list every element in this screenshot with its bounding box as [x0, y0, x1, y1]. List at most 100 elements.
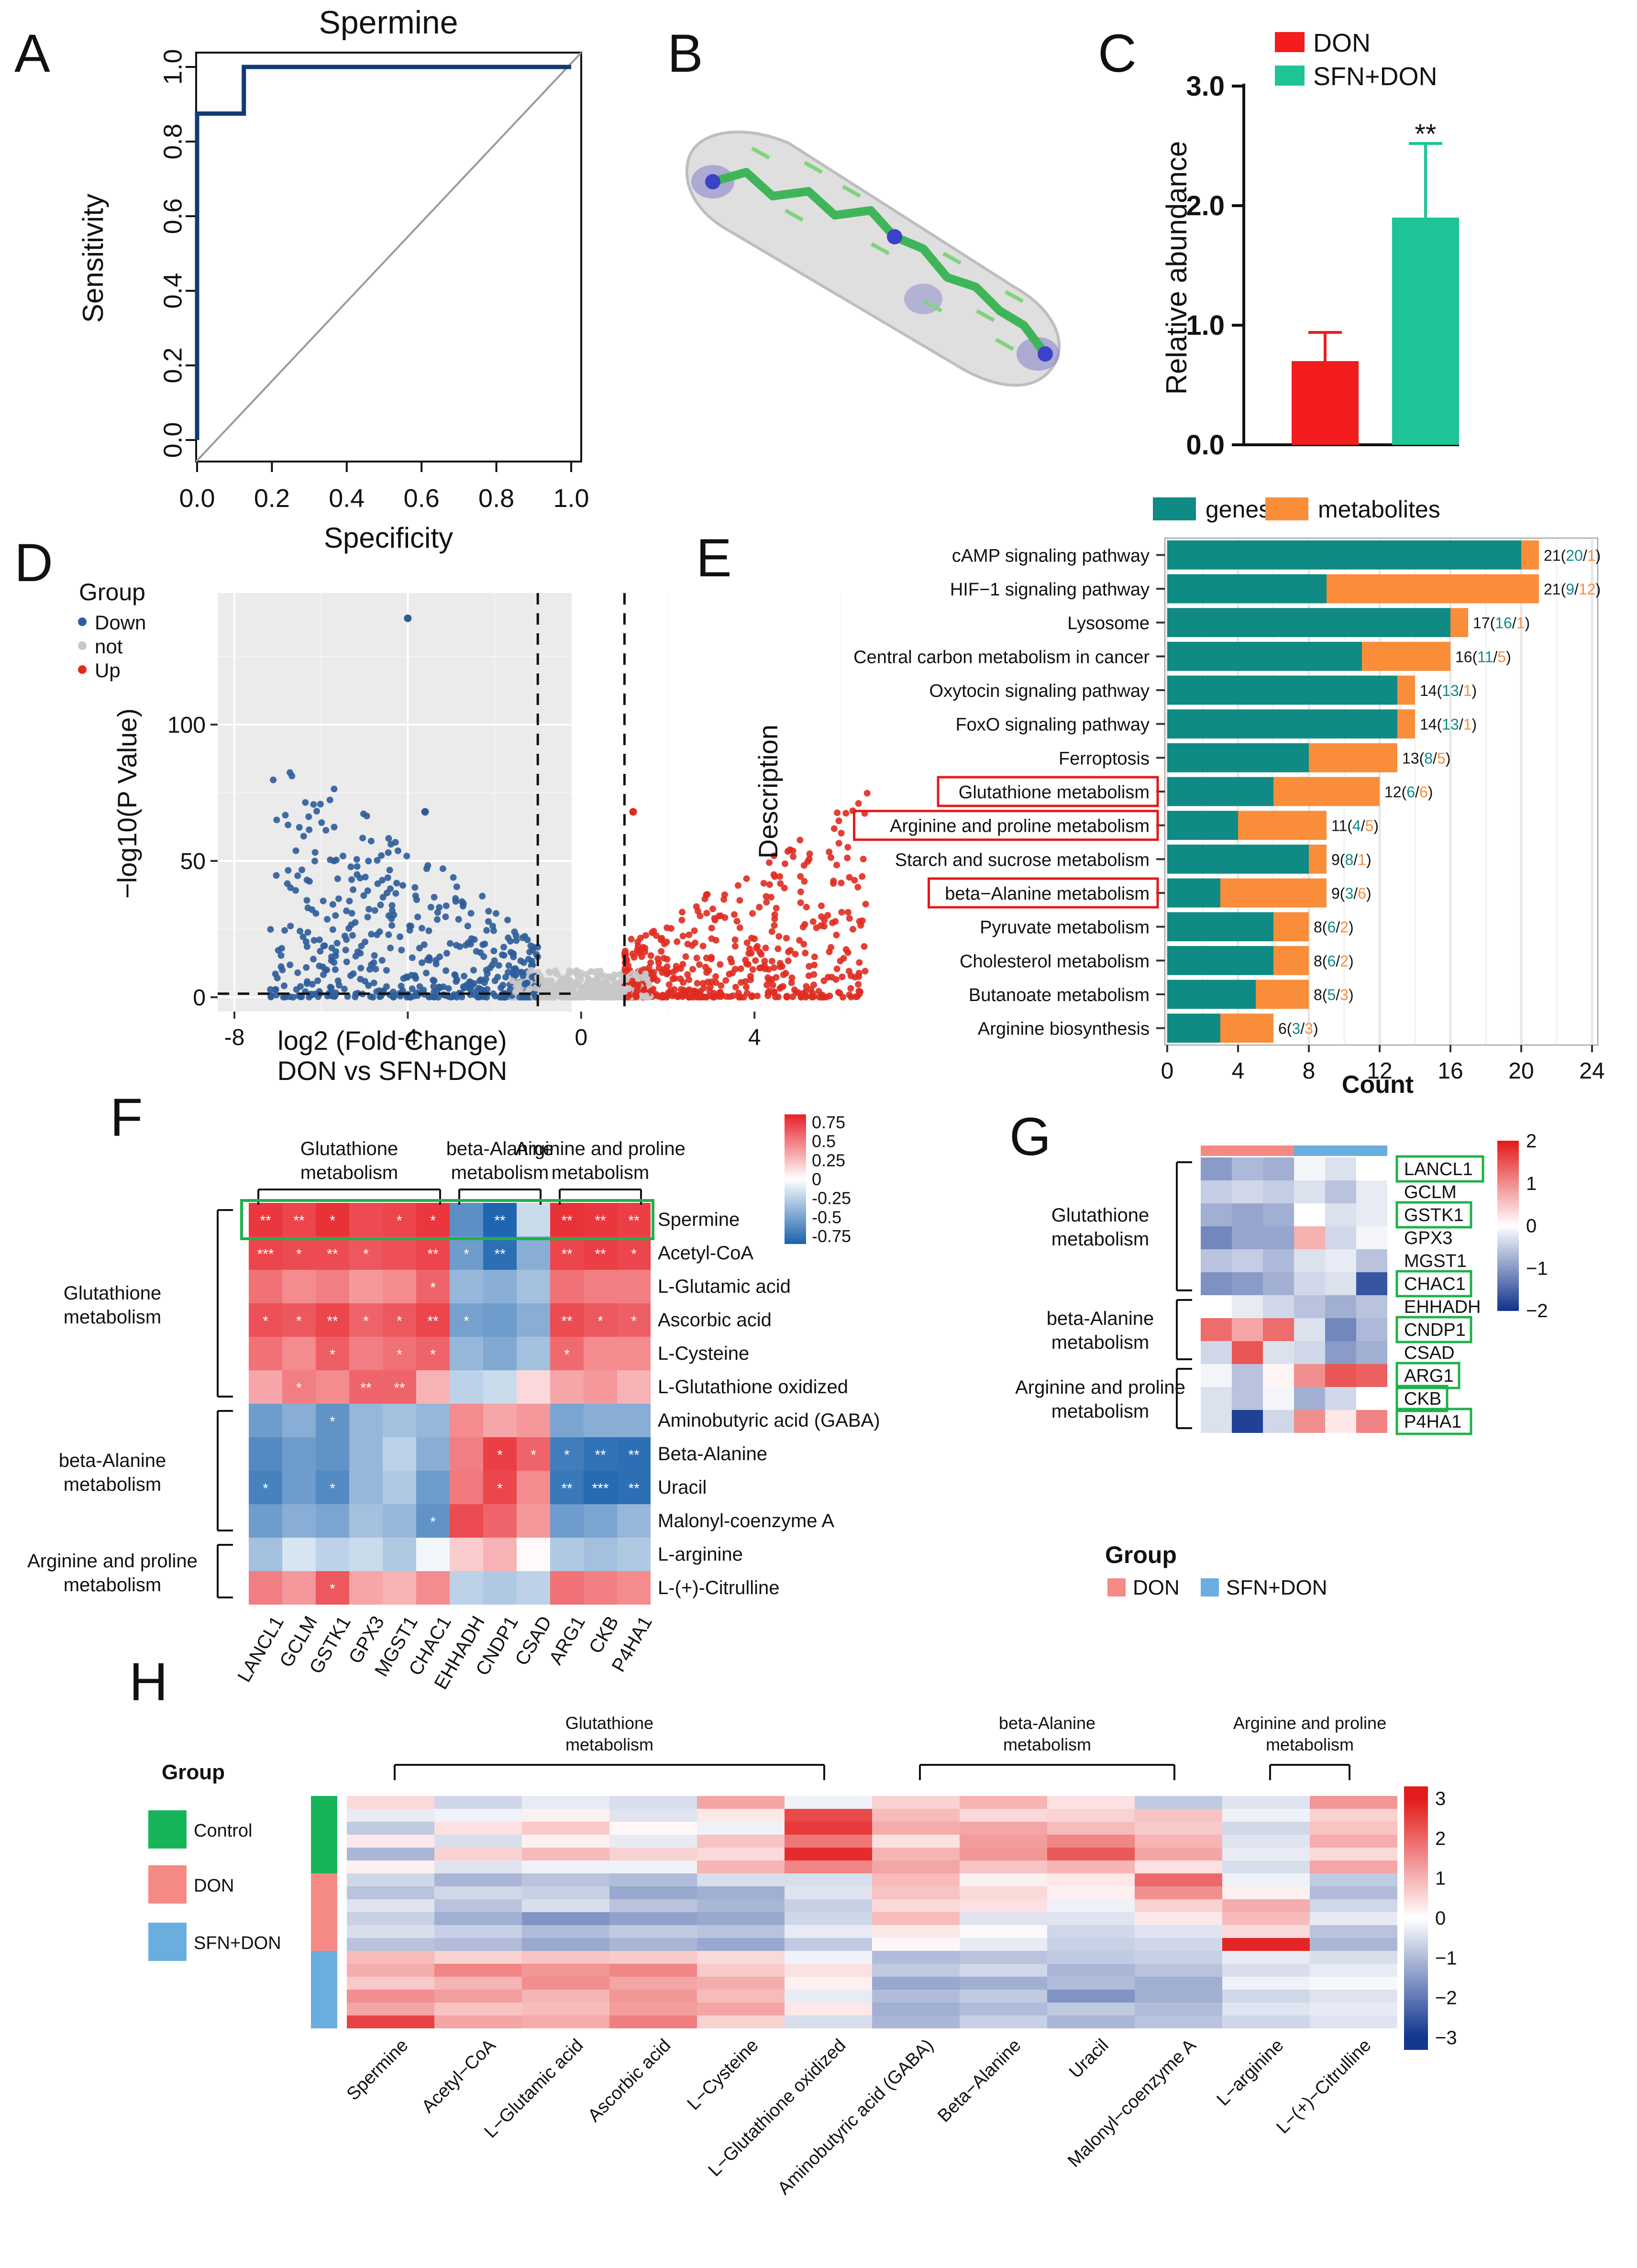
h-heatmap-cell	[960, 1822, 1047, 1835]
volcano-point-not	[604, 993, 611, 1001]
volcano-point-not	[563, 974, 570, 981]
g-scale-segment	[1497, 1197, 1519, 1201]
volcano-point-down	[300, 833, 307, 840]
f-scale-tick-label: -0.5	[812, 1207, 841, 1227]
f-scale-segment	[785, 1124, 806, 1127]
volcano-point-up	[851, 877, 858, 884]
g-heatmap-cell	[1232, 1226, 1263, 1249]
y-tick-label: 1.0	[158, 49, 187, 85]
f-scale-segment	[785, 1134, 806, 1136]
volcano-point-down	[513, 937, 520, 944]
volcano-point-down	[499, 981, 507, 989]
h-scale-segment	[1404, 1865, 1428, 1869]
g-heatmap-cell	[1201, 1387, 1232, 1410]
volcano-point-up	[718, 982, 725, 989]
e-count-label: 12(6/6)	[1384, 783, 1433, 801]
volcano-point-up	[760, 880, 767, 887]
f-heatmap-cell	[483, 1571, 517, 1605]
f-heatmap-cell	[249, 1337, 282, 1370]
h-scale-segment	[1404, 1832, 1428, 1837]
volcano-point-down	[302, 938, 310, 945]
f-scale-segment	[785, 1167, 806, 1170]
h-heatmap-cell	[434, 1951, 522, 1964]
h-heatmap-cell	[960, 1912, 1047, 1925]
volcano-point-down	[273, 872, 280, 879]
h-heatmap-cell	[872, 1861, 960, 1873]
f-row-label: Malonyl-coenzyme A	[658, 1510, 834, 1531]
hydrogen-bond-stub	[751, 146, 770, 160]
e-category-label: Arginine biosynthesis	[978, 1019, 1150, 1039]
volcano-point-down	[362, 938, 369, 946]
f-cell-significance: **	[561, 1213, 573, 1229]
h-heatmap-cell	[434, 2015, 522, 2028]
y-tick-label: 0.2	[158, 347, 187, 383]
volcano-point-up	[684, 940, 691, 947]
h-heatmap-cell	[1047, 1796, 1135, 1809]
f-scale-segment	[785, 1217, 806, 1220]
h-heatmap-cell	[1047, 2003, 1135, 2015]
volcano-point-up	[800, 862, 807, 869]
volcano-point-up	[766, 881, 773, 888]
volcano-point-down	[492, 992, 499, 1000]
legend-swatch-sfn-don	[1275, 66, 1305, 86]
hydrogen-bond-stub	[871, 242, 890, 255]
h-heatmap-cell	[785, 1861, 872, 1873]
h-heatmap-cell	[1135, 1873, 1222, 1886]
h-heatmap-cell	[522, 1848, 609, 1861]
volcano-point-up	[799, 924, 807, 931]
h-heatmap-cell	[1047, 1835, 1135, 1848]
h-scale-segment	[1404, 1882, 1428, 1886]
f-row-label: L-Glutamic acid	[658, 1276, 791, 1297]
f-heatmap-cell	[550, 1538, 584, 1571]
volcano-point-not	[630, 969, 637, 977]
e-count-label: 17(16/1)	[1473, 615, 1530, 632]
d-legend-dot-up	[78, 665, 87, 674]
g-highlight-box	[1395, 1362, 1460, 1389]
h-scale-tick-label: −3	[1435, 2027, 1457, 2048]
volcano-point-down	[304, 904, 311, 912]
volcano-point-up	[743, 939, 751, 947]
h-heatmap-cell	[872, 1938, 960, 1951]
h-scale-segment	[1404, 1938, 1428, 1942]
g-row-label: CKB	[1404, 1389, 1441, 1409]
volcano-point-down	[383, 967, 390, 974]
volcano-point-down	[310, 937, 318, 944]
volcano-point-down	[350, 970, 357, 977]
volcano-point-up	[675, 992, 682, 999]
h-heatmap-cell	[1222, 1835, 1310, 1848]
h-heatmap-cell	[960, 1796, 1047, 1809]
f-scale-segment	[785, 1177, 806, 1179]
volcano-point-not	[544, 993, 551, 1001]
volcano-point-down	[453, 978, 460, 985]
h-scale-segment	[1404, 1987, 1428, 1991]
h-heatmap-cell	[1310, 1861, 1397, 1873]
volcano-point-down	[332, 912, 339, 919]
g-scale-segment	[1497, 1143, 1519, 1147]
volcano-point-not	[617, 978, 624, 985]
h-heatmap-cell	[347, 1899, 434, 1912]
g-heatmap-cell	[1356, 1318, 1387, 1341]
volcano-point-down	[436, 904, 443, 911]
volcano-point-up	[861, 943, 868, 950]
f-heatmap-cell	[416, 1337, 450, 1370]
volcano-point-down	[365, 905, 373, 913]
volcano-point-up	[664, 956, 671, 963]
volcano-point-down	[463, 981, 470, 989]
f-heatmap-cell	[450, 1337, 483, 1370]
volcano-point-down	[297, 927, 304, 935]
h-heatmap-cell	[697, 1990, 785, 2003]
roc-title: Spermine	[319, 4, 458, 41]
volcano-point-down	[331, 785, 338, 793]
d-x-tick-label: 0	[575, 1025, 587, 1050]
volcano-point-down	[334, 875, 341, 882]
e-bar-metabolites	[1327, 574, 1539, 604]
volcano-point-down	[451, 971, 458, 978]
volcano-point-up	[650, 985, 657, 992]
g-heatmap-cell	[1294, 1157, 1325, 1180]
volcano-point-down	[505, 962, 512, 969]
volcano-point-up	[734, 882, 741, 889]
h-heatmap-cell	[697, 1848, 785, 1861]
f-cell-significance: **	[427, 1246, 439, 1262]
g-scale-segment	[1497, 1228, 1519, 1232]
f-scale-segment	[785, 1122, 806, 1124]
